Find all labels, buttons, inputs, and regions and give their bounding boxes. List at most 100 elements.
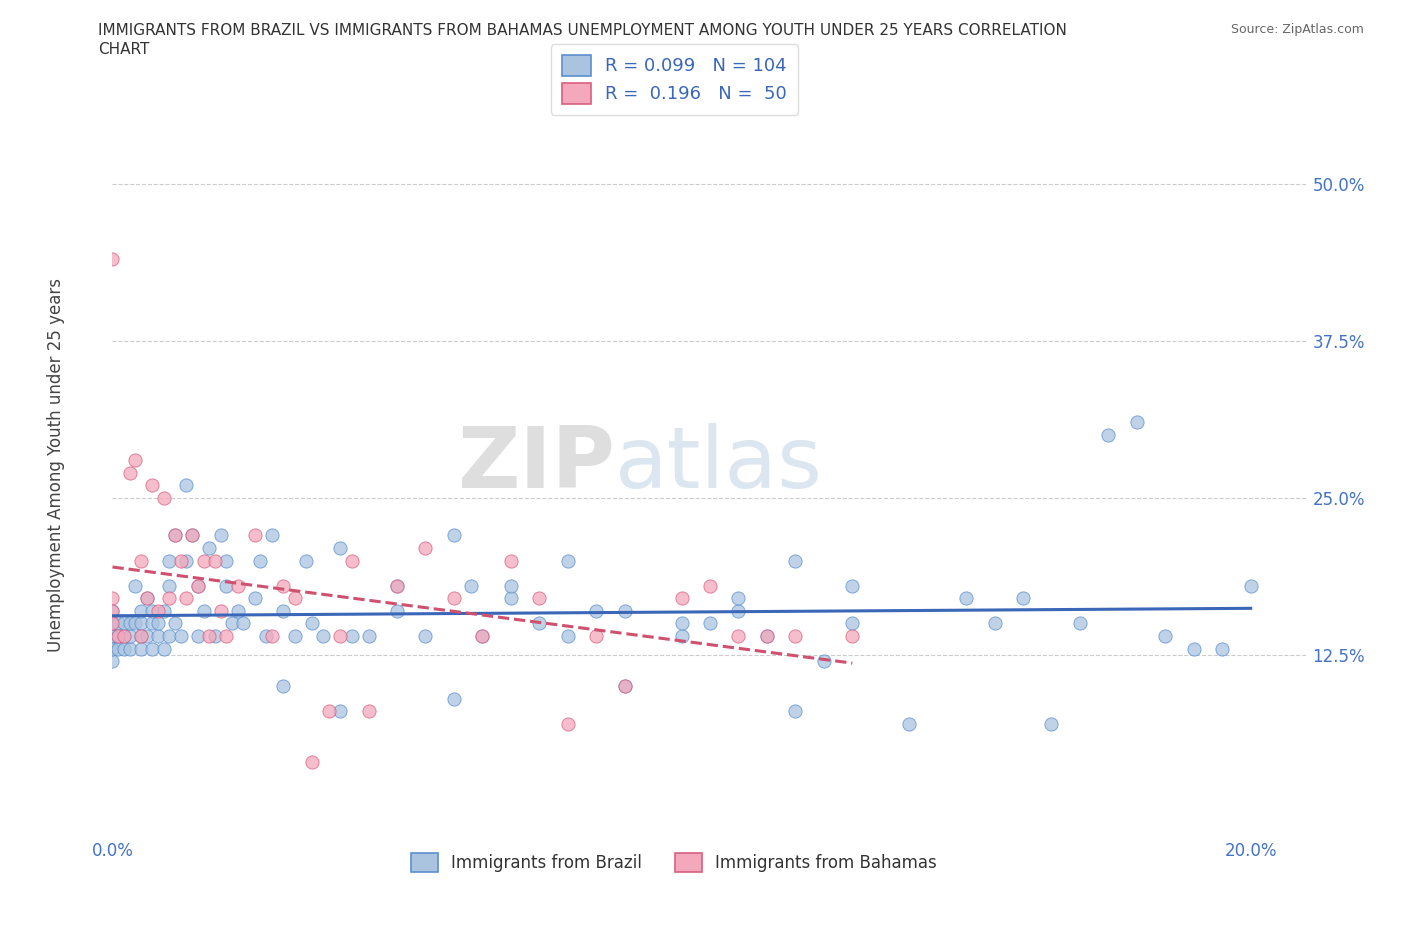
- Point: [585, 604, 607, 618]
- Point: [129, 641, 152, 656]
- Point: [221, 616, 243, 631]
- Point: [157, 553, 180, 568]
- Point: [101, 641, 124, 656]
- Point: [443, 591, 465, 605]
- Point: [254, 629, 277, 644]
- Point: [198, 540, 221, 555]
- Point: [176, 591, 198, 605]
- Point: [118, 641, 141, 656]
- Point: [112, 616, 135, 631]
- Text: IMMIGRANTS FROM BRAZIL VS IMMIGRANTS FROM BAHAMAS UNEMPLOYMENT AMONG YOUTH UNDER: IMMIGRANTS FROM BRAZIL VS IMMIGRANTS FRO…: [98, 23, 1067, 38]
- Point: [385, 578, 408, 593]
- Point: [284, 629, 307, 644]
- Point: [193, 553, 215, 568]
- Point: [295, 553, 318, 568]
- Point: [340, 553, 363, 568]
- Point: [755, 629, 778, 644]
- Point: [187, 578, 209, 593]
- Point: [165, 616, 187, 631]
- Point: [112, 629, 135, 644]
- Point: [198, 629, 221, 644]
- Point: [129, 553, 152, 568]
- Point: [226, 578, 249, 593]
- Point: [1126, 415, 1149, 430]
- Point: [983, 616, 1005, 631]
- Point: [176, 478, 198, 493]
- Point: [129, 616, 152, 631]
- Point: [204, 629, 226, 644]
- Point: [187, 578, 209, 593]
- Point: [357, 704, 380, 719]
- Point: [152, 490, 174, 505]
- Point: [141, 641, 163, 656]
- Point: [176, 553, 198, 568]
- Point: [129, 629, 152, 644]
- Point: [152, 604, 174, 618]
- Point: [101, 629, 124, 644]
- Point: [226, 604, 249, 618]
- Point: [898, 716, 921, 731]
- Point: [443, 528, 465, 543]
- Point: [107, 629, 129, 644]
- Point: [243, 528, 266, 543]
- Point: [471, 629, 494, 644]
- Point: [170, 553, 193, 568]
- Point: [357, 629, 380, 644]
- Point: [271, 578, 294, 593]
- Point: [785, 704, 807, 719]
- Point: [1154, 629, 1177, 644]
- Point: [141, 478, 163, 493]
- Point: [301, 754, 323, 769]
- Point: [118, 629, 141, 644]
- Point: [1097, 428, 1119, 443]
- Point: [112, 629, 135, 644]
- Point: [271, 679, 294, 694]
- Point: [385, 578, 408, 593]
- Point: [841, 578, 863, 593]
- Text: Source: ZipAtlas.com: Source: ZipAtlas.com: [1230, 23, 1364, 36]
- Point: [671, 591, 693, 605]
- Point: [146, 616, 169, 631]
- Point: [157, 578, 180, 593]
- Point: [249, 553, 271, 568]
- Point: [785, 629, 807, 644]
- Point: [118, 465, 141, 480]
- Point: [135, 591, 157, 605]
- Point: [118, 616, 141, 631]
- Point: [187, 629, 209, 644]
- Point: [529, 616, 551, 631]
- Point: [471, 629, 494, 644]
- Point: [101, 641, 124, 656]
- Point: [141, 616, 163, 631]
- Point: [557, 629, 579, 644]
- Point: [557, 553, 579, 568]
- Point: [499, 591, 522, 605]
- Point: [146, 604, 169, 618]
- Point: [529, 591, 551, 605]
- Point: [170, 629, 193, 644]
- Point: [209, 604, 232, 618]
- Point: [107, 629, 129, 644]
- Point: [215, 578, 238, 593]
- Point: [284, 591, 307, 605]
- Point: [193, 604, 215, 618]
- Point: [841, 616, 863, 631]
- Point: [152, 641, 174, 656]
- Point: [271, 604, 294, 618]
- Point: [232, 616, 254, 631]
- Point: [129, 629, 152, 644]
- Point: [385, 604, 408, 618]
- Point: [955, 591, 977, 605]
- Point: [215, 629, 238, 644]
- Point: [204, 553, 226, 568]
- Point: [129, 604, 152, 618]
- Point: [107, 641, 129, 656]
- Point: [613, 679, 636, 694]
- Text: CHART: CHART: [98, 42, 150, 57]
- Point: [557, 716, 579, 731]
- Point: [415, 540, 437, 555]
- Point: [135, 629, 157, 644]
- Point: [312, 629, 335, 644]
- Point: [1040, 716, 1063, 731]
- Point: [499, 578, 522, 593]
